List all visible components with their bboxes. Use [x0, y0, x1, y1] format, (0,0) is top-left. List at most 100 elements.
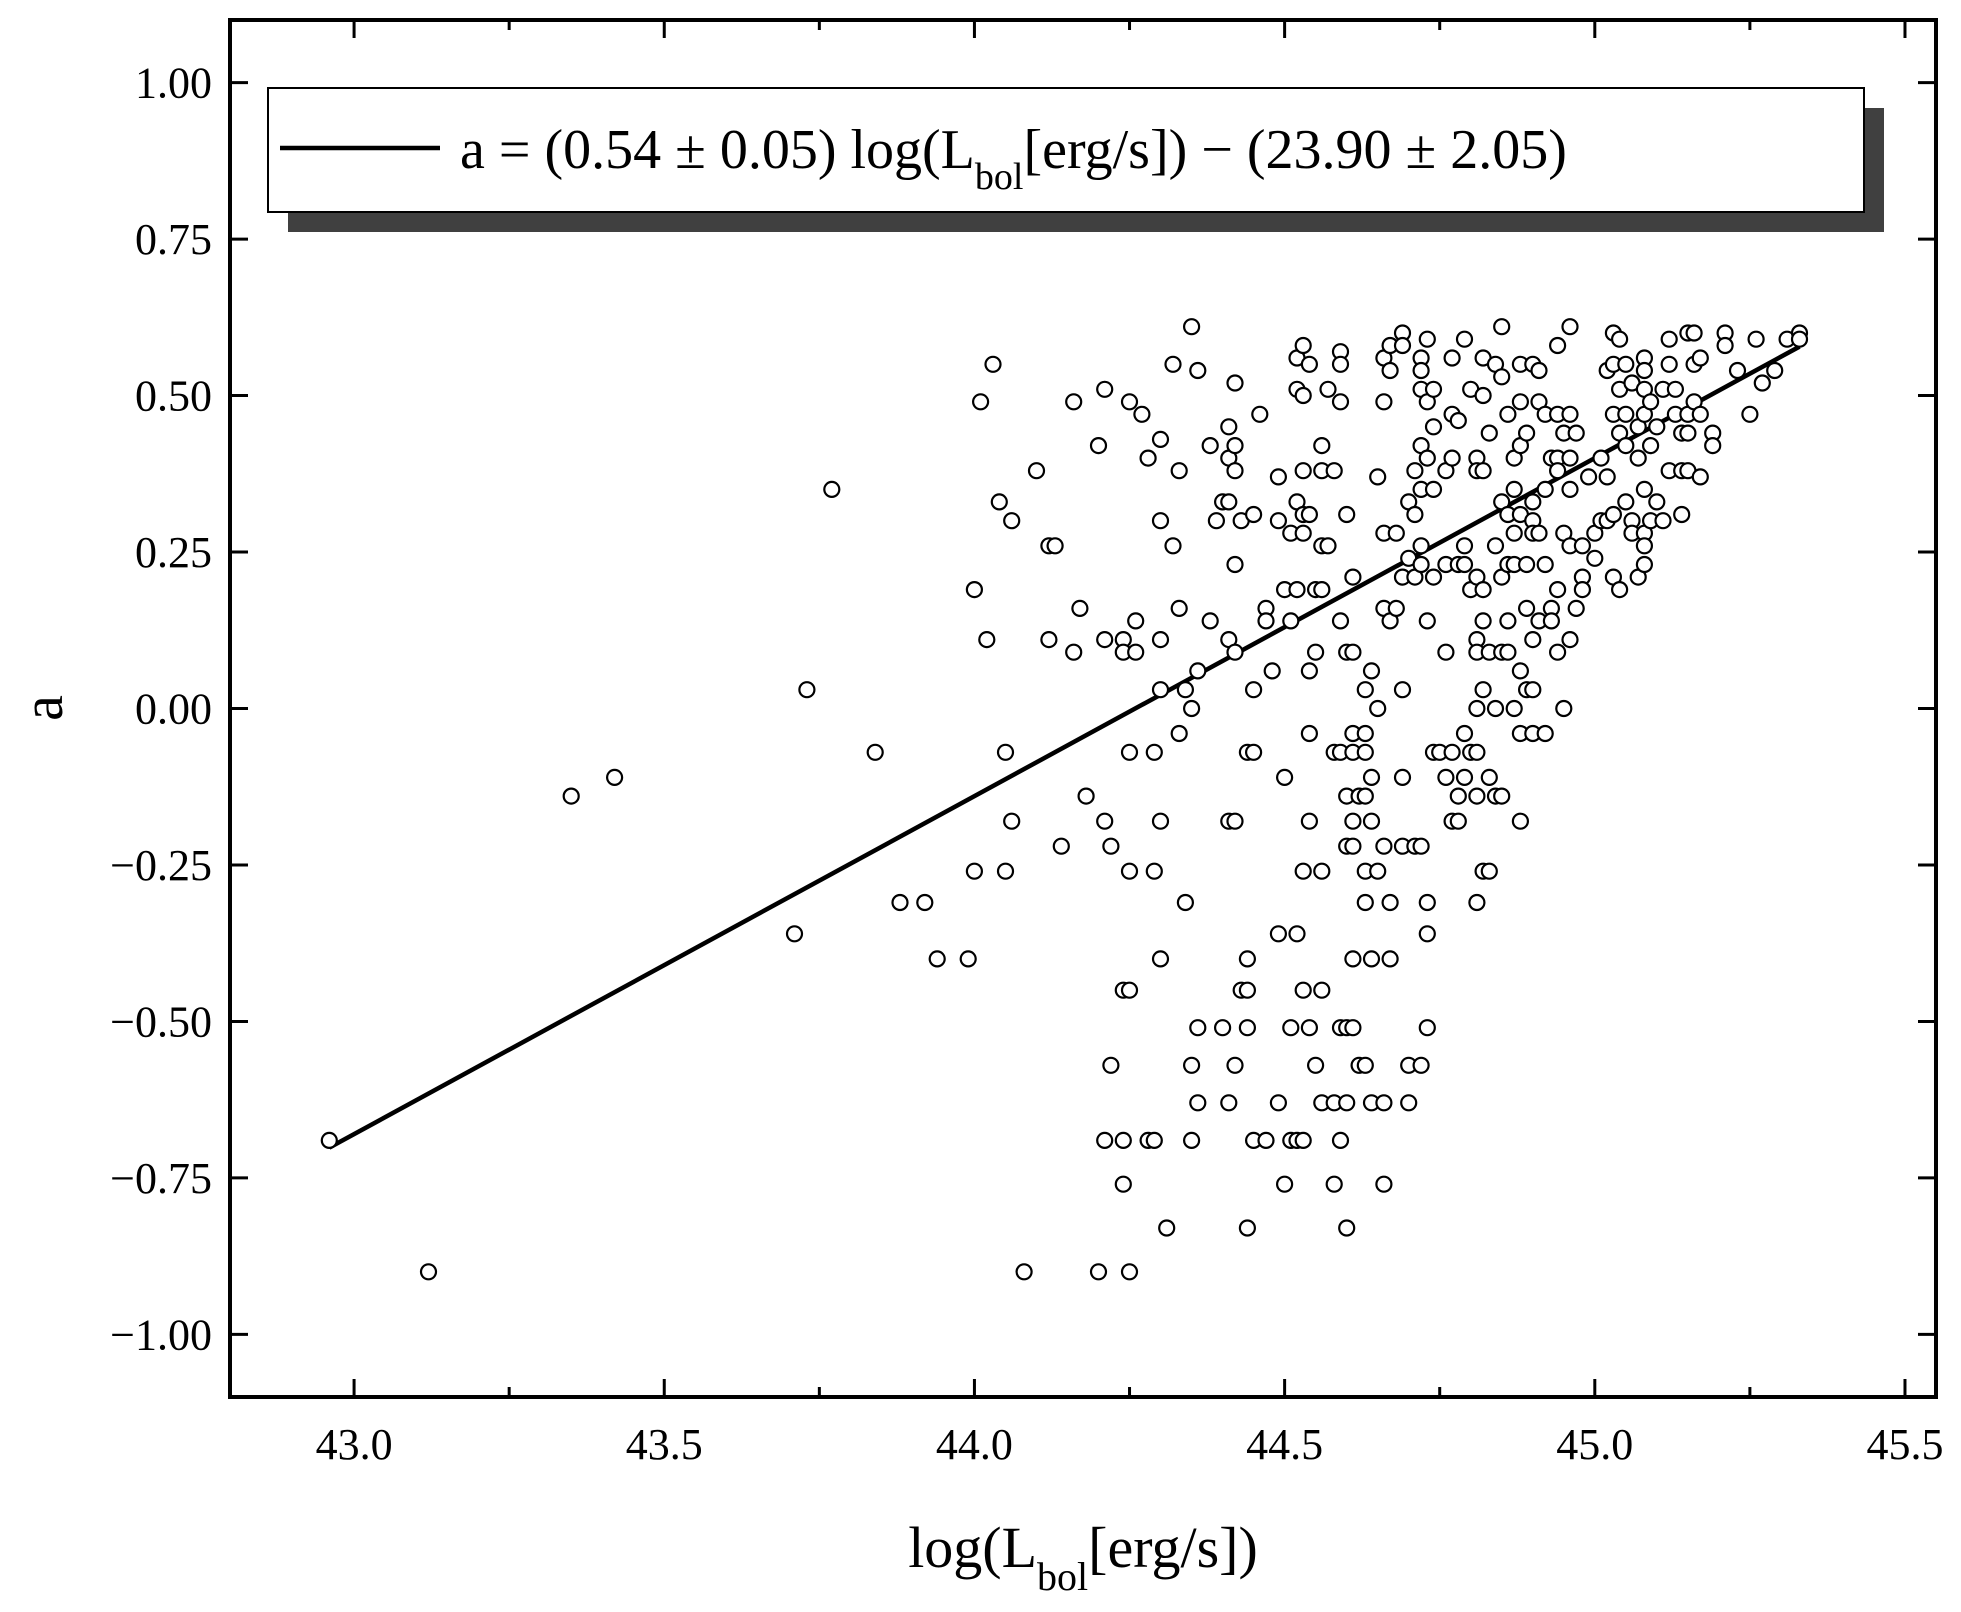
- data-point: [1449, 412, 1467, 430]
- data-point: [1344, 568, 1362, 586]
- data-point: [1517, 599, 1536, 618]
- data-point: [1182, 318, 1201, 336]
- data-point: [1313, 981, 1331, 999]
- data-point: [1300, 355, 1319, 373]
- data-point: [1381, 893, 1399, 912]
- data-point: [928, 950, 946, 968]
- x-tick-label: 43.5: [626, 1420, 703, 1469]
- data-point: [1555, 699, 1573, 718]
- data-point: [1331, 1131, 1350, 1150]
- data-point: [1617, 493, 1635, 511]
- data-point: [1592, 449, 1610, 467]
- data-point: [996, 862, 1015, 880]
- data-point: [1331, 612, 1350, 630]
- data-point: [1716, 336, 1734, 355]
- data-point: [1226, 437, 1244, 455]
- data-point: [1424, 480, 1443, 498]
- data-point: [1294, 336, 1312, 355]
- data-point: [1524, 630, 1542, 649]
- data-point: [1443, 743, 1461, 761]
- data-point: [785, 925, 804, 943]
- data-point: [1244, 505, 1263, 524]
- x-tick-label: 43.0: [316, 1420, 393, 1469]
- data-point: [1493, 368, 1511, 386]
- data-point: [1344, 950, 1362, 968]
- data-point: [1040, 630, 1058, 649]
- data-point: [1468, 743, 1486, 761]
- data-point: [419, 1263, 438, 1281]
- data-point: [1189, 662, 1207, 680]
- data-point: [1480, 768, 1498, 787]
- data-point: [1282, 612, 1300, 630]
- data-point: [1524, 493, 1542, 511]
- data-point: [1306, 643, 1325, 661]
- data-point: [1617, 437, 1635, 455]
- data-point: [1567, 599, 1585, 618]
- data-point: [1338, 1094, 1356, 1112]
- data-point: [1213, 1019, 1232, 1037]
- data-point: [1468, 787, 1486, 805]
- data-point: [1400, 1094, 1418, 1112]
- data-point: [1375, 393, 1393, 411]
- data-point: [1151, 950, 1170, 968]
- data-point: [1406, 505, 1424, 524]
- data-point: [1133, 405, 1151, 423]
- data-point: [1561, 318, 1579, 336]
- data-point: [1003, 812, 1021, 830]
- data-point: [1511, 393, 1530, 411]
- data-point: [1325, 1175, 1343, 1193]
- data-point: [1077, 787, 1095, 805]
- data-point: [1356, 681, 1374, 699]
- data-point: [1362, 812, 1381, 830]
- data-point: [1536, 724, 1554, 743]
- data-point: [1331, 393, 1350, 411]
- data-point: [1561, 405, 1579, 423]
- data-point: [1598, 468, 1616, 486]
- data-point: [1089, 1263, 1108, 1281]
- data-point: [1455, 724, 1474, 743]
- data-point: [1356, 787, 1374, 805]
- data-point: [1536, 555, 1554, 574]
- data-point: [1151, 681, 1170, 699]
- data-point: [1635, 537, 1654, 555]
- data-point: [1294, 1131, 1312, 1150]
- data-point: [1120, 743, 1139, 761]
- data-point: [1412, 1056, 1430, 1074]
- data-point: [1486, 699, 1505, 718]
- data-point: [984, 355, 1002, 373]
- data-point: [1790, 330, 1809, 348]
- data-point: [1120, 1263, 1139, 1281]
- data-point: [1151, 430, 1170, 448]
- data-point: [1182, 1131, 1201, 1150]
- data-point: [1356, 1056, 1374, 1074]
- x-tick-label: 44.5: [1246, 1420, 1323, 1469]
- data-point: [1666, 380, 1685, 398]
- data-point: [1418, 612, 1436, 630]
- data-point: [1226, 555, 1244, 574]
- data-point: [1313, 862, 1331, 880]
- data-point: [1151, 512, 1170, 530]
- data-point: [1468, 699, 1486, 718]
- data-point: [1257, 1131, 1275, 1150]
- data-point: [1220, 1094, 1238, 1112]
- legend: a = (0.54 ± 0.05) log(Lbol[erg/s]) − (23…: [267, 87, 1884, 232]
- data-point: [1139, 449, 1157, 467]
- data-point: [1189, 1094, 1207, 1112]
- data-point: [1548, 643, 1567, 661]
- data-point: [1114, 1131, 1132, 1150]
- data-point: [959, 950, 977, 968]
- data-point: [1493, 318, 1511, 336]
- data-point: [1424, 568, 1443, 586]
- data-point: [1728, 361, 1747, 380]
- data-point: [1561, 449, 1579, 467]
- data-point: [1288, 580, 1306, 599]
- data-point: [605, 768, 624, 787]
- data-point: [1344, 837, 1362, 855]
- data-point: [1381, 950, 1399, 968]
- data-point: [1375, 1094, 1393, 1112]
- data-point: [1226, 1056, 1244, 1074]
- data-point: [1747, 330, 1765, 348]
- data-point: [1275, 1175, 1294, 1193]
- y-axis-title: a: [10, 695, 75, 721]
